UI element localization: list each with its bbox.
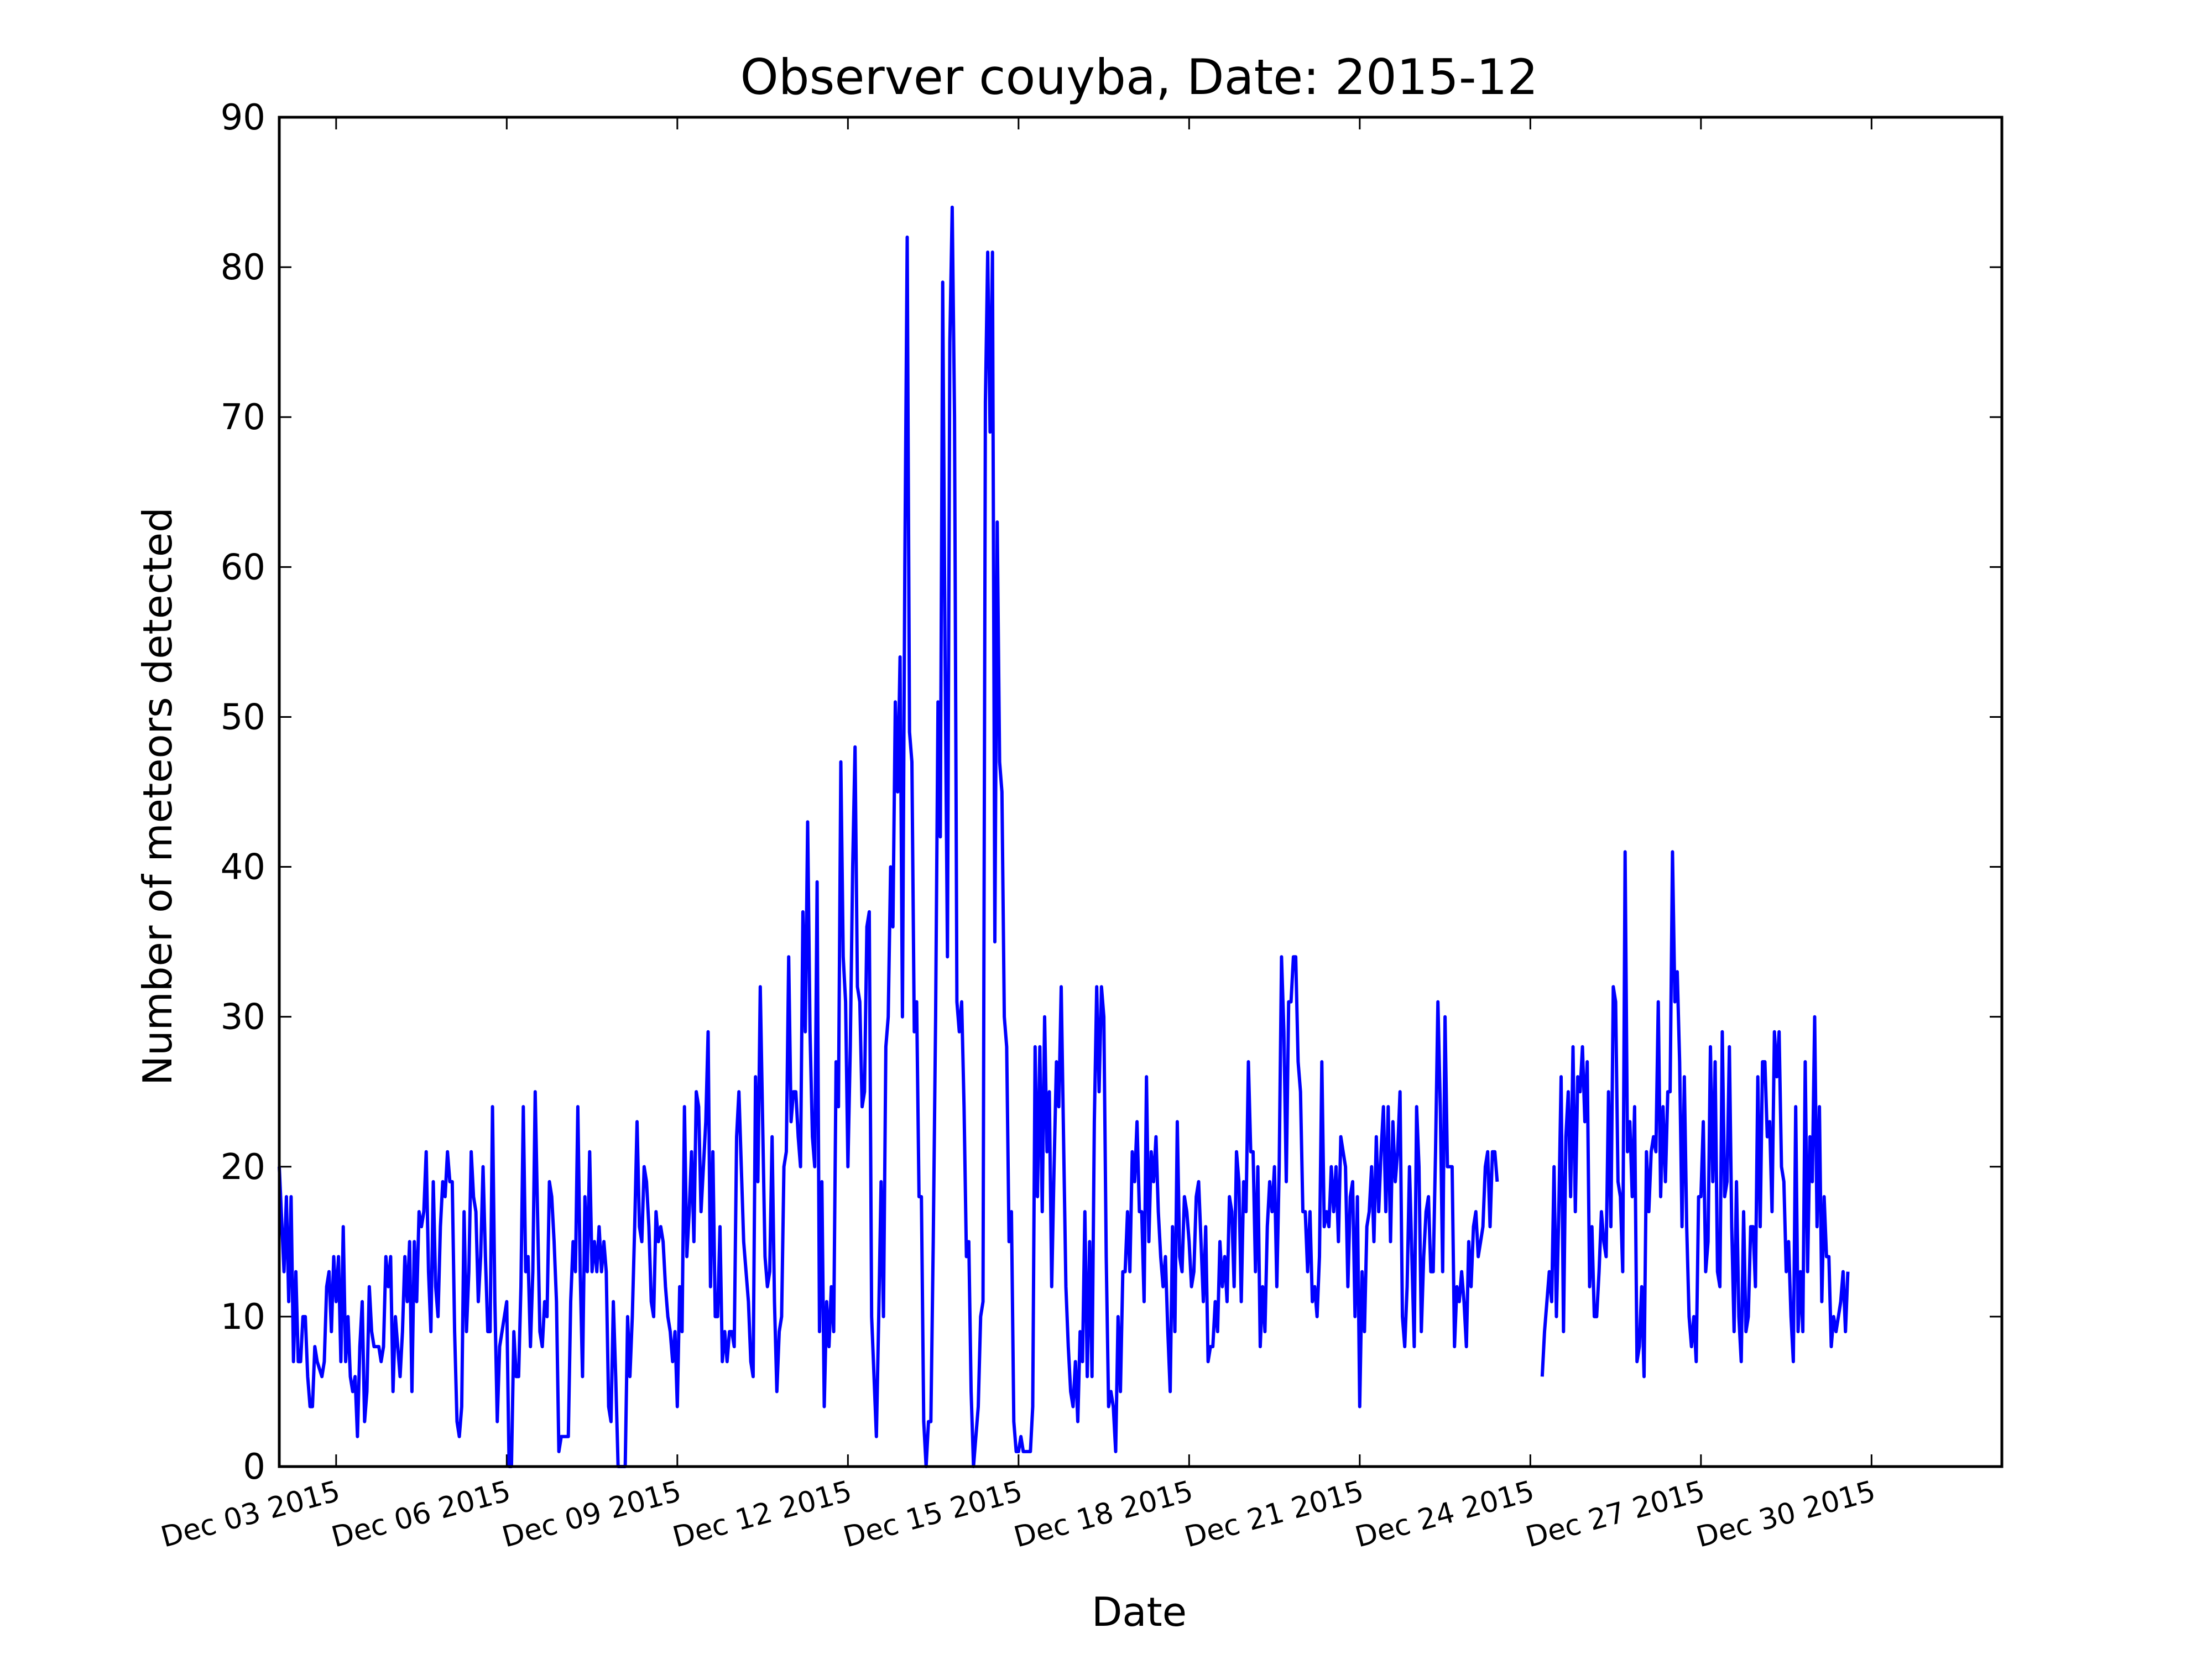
y-tick-label: 60 xyxy=(221,547,265,588)
y-tick-label: 90 xyxy=(221,97,265,138)
series-lines xyxy=(278,205,1850,1468)
y-tick-label: 70 xyxy=(221,397,265,438)
y-tick-label: 10 xyxy=(221,1297,265,1338)
meteor-count-line xyxy=(1540,850,1850,1379)
meteor-count-line xyxy=(278,205,1499,1468)
y-tick-label: 50 xyxy=(221,697,265,738)
chart-title: Observer couyba, Date: 2015-12 xyxy=(740,49,1538,106)
y-tick-label: 0 xyxy=(243,1447,265,1488)
y-tick-label: 20 xyxy=(221,1147,265,1188)
x-axis-label: Date xyxy=(1092,1589,1187,1635)
y-tick-label: 80 xyxy=(221,247,265,288)
y-tick-label: 30 xyxy=(221,997,265,1038)
y-tick-label: 40 xyxy=(221,847,265,888)
y-axis-ticks: 0 10 20 30 40 50 60 70 80 90 xyxy=(221,97,2002,1488)
y-axis-label: Number of meteors detected xyxy=(134,507,181,1086)
plot-area-frame xyxy=(278,116,2004,1468)
